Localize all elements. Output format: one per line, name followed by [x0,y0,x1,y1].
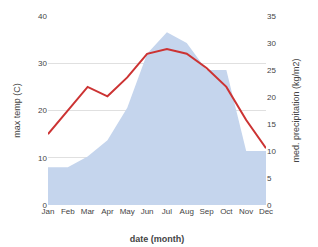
svg-text:0: 0 [267,201,272,210]
svg-text:40: 40 [38,12,47,21]
svg-text:max temp (C): max temp (C) [12,83,22,138]
svg-text:5: 5 [267,174,272,183]
svg-text:Jun: Jun [141,207,154,216]
svg-text:May: May [120,207,135,216]
svg-text:15: 15 [267,120,276,129]
svg-text:30: 30 [267,39,276,48]
svg-text:20: 20 [267,93,276,102]
svg-text:Apr: Apr [101,207,114,216]
svg-text:Mar: Mar [81,207,95,216]
svg-text:Aug: Aug [180,207,194,216]
svg-text:Dec: Dec [259,207,273,216]
svg-text:date (month): date (month) [130,234,185,244]
svg-text:Jul: Jul [162,207,172,216]
svg-text:25: 25 [267,66,276,75]
svg-text:Nov: Nov [239,207,253,216]
svg-text:Sep: Sep [199,207,214,216]
svg-text:10: 10 [38,154,47,163]
svg-text:Feb: Feb [61,207,75,216]
svg-text:0: 0 [43,201,48,210]
svg-text:Jan: Jan [42,207,55,216]
svg-text:30: 30 [38,59,47,68]
svg-text:20: 20 [38,106,47,115]
svg-text:10: 10 [267,147,276,156]
svg-text:35: 35 [267,12,276,21]
svg-text:Oct: Oct [220,207,233,216]
svg-text:med. precipitation (kg/m2): med. precipitation (kg/m2) [291,58,301,162]
